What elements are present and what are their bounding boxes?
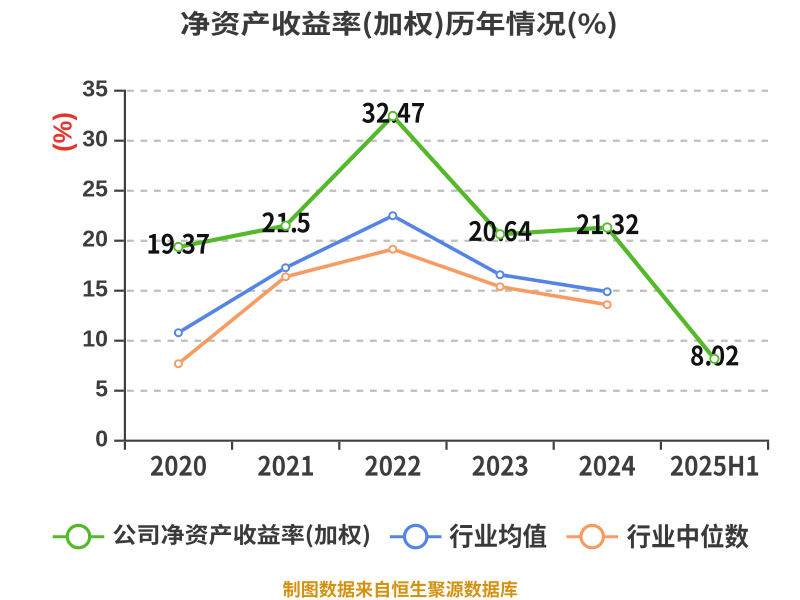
svg-text:0: 0 <box>95 426 108 452</box>
svg-text:10: 10 <box>82 326 108 352</box>
svg-text:20: 20 <box>82 226 108 252</box>
svg-text:(%): (%) <box>49 112 77 152</box>
svg-text:15: 15 <box>82 276 108 302</box>
svg-text:35: 35 <box>82 76 108 102</box>
svg-text:30: 30 <box>82 126 108 152</box>
svg-text:5: 5 <box>95 376 108 402</box>
svg-text:25: 25 <box>82 176 108 202</box>
